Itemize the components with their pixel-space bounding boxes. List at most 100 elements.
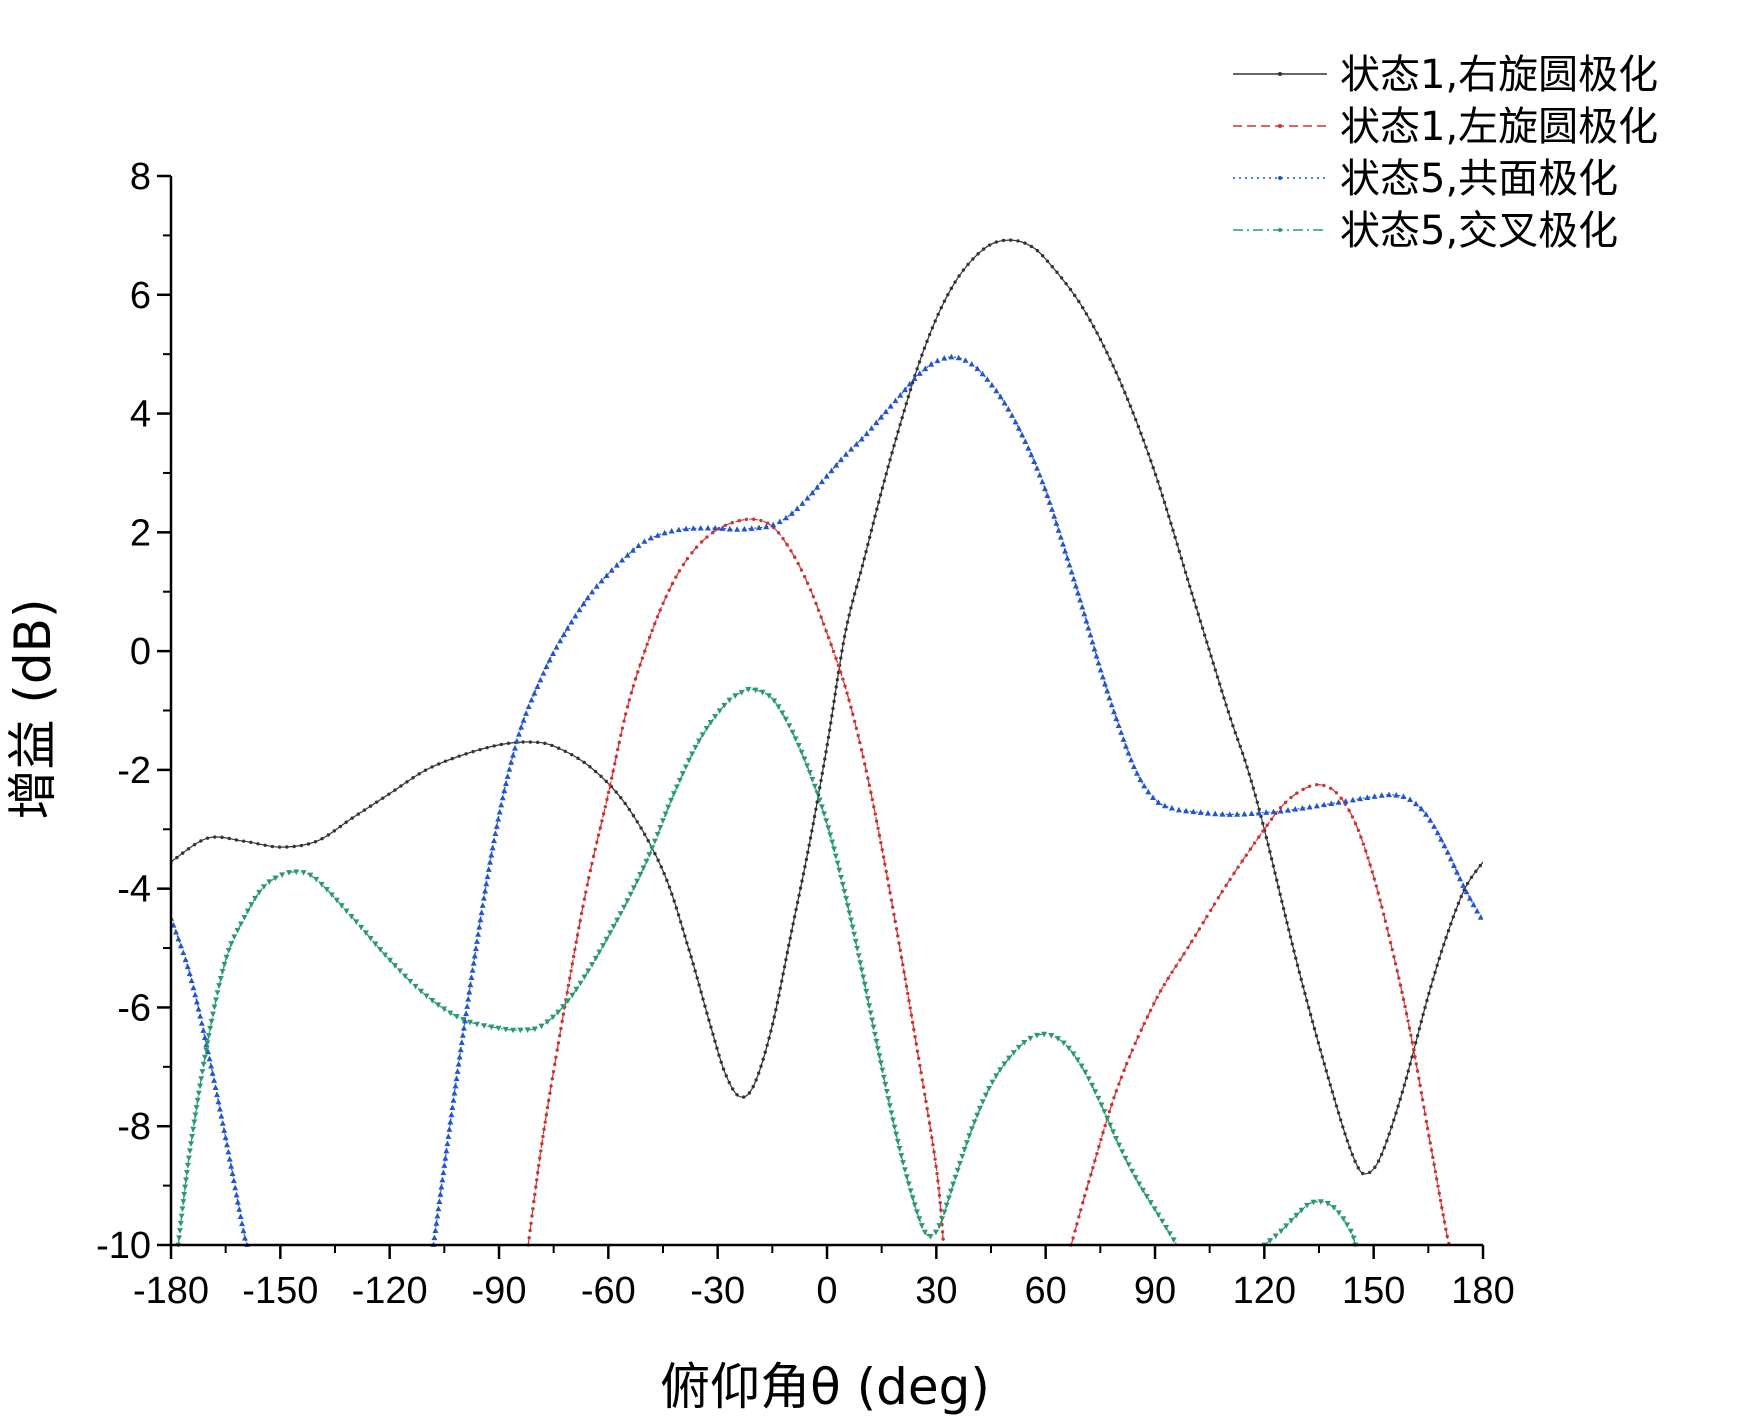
- series-marker: [873, 514, 877, 518]
- series-marker: [1441, 1213, 1445, 1217]
- series-marker: [849, 606, 853, 610]
- series-marker: [1085, 624, 1092, 631]
- series-marker: [531, 1207, 535, 1211]
- series-marker: [474, 938, 481, 944]
- series-marker: [889, 1117, 896, 1124]
- series-marker: [1113, 715, 1120, 722]
- series-marker: [1091, 645, 1098, 652]
- series-marker: [1143, 1193, 1150, 1200]
- series-marker: [1433, 970, 1437, 975]
- series-marker: [1255, 800, 1259, 804]
- series-marker: [971, 1119, 978, 1126]
- series-marker: [1446, 929, 1451, 933]
- series-marker: [1429, 984, 1433, 989]
- series-marker: [916, 1216, 923, 1222]
- series-marker: [1122, 1068, 1126, 1073]
- series-marker: [699, 990, 703, 994]
- series-marker: [450, 1097, 457, 1103]
- series-marker: [189, 1133, 196, 1140]
- series-marker: [578, 919, 582, 923]
- series-marker: [756, 1071, 761, 1075]
- series-marker: [573, 947, 577, 952]
- series-marker: [1368, 863, 1372, 867]
- series-marker: [1142, 1021, 1146, 1026]
- series-marker: [214, 990, 221, 996]
- series-marker: [1168, 804, 1175, 811]
- series-marker: [209, 1070, 216, 1076]
- series-marker: [213, 835, 217, 839]
- series-marker: [752, 517, 756, 521]
- series-marker: [697, 983, 701, 987]
- series-marker: [765, 1043, 769, 1047]
- series-marker: [1252, 841, 1257, 845]
- series-marker: [1385, 926, 1389, 931]
- series-marker: [1328, 800, 1335, 806]
- series-marker: [1379, 1152, 1384, 1157]
- series-marker: [1151, 1206, 1158, 1212]
- series-marker: [911, 375, 918, 381]
- series-marker: [450, 756, 454, 761]
- series-marker: [921, 1229, 928, 1236]
- series-marker: [492, 830, 499, 836]
- series-marker: [1392, 1118, 1396, 1122]
- series-marker: [188, 1141, 195, 1147]
- series-marker: [703, 1004, 707, 1008]
- series-marker: [234, 927, 241, 934]
- series-marker: [667, 588, 671, 592]
- legend-item: 状态5,共面极化: [1233, 156, 1618, 202]
- series-marker: [1144, 445, 1148, 449]
- series-marker: [691, 962, 695, 966]
- series-marker: [946, 293, 950, 297]
- series-marker: [921, 1085, 926, 1089]
- series-marker: [704, 524, 711, 531]
- series-marker: [719, 1060, 723, 1064]
- series-marker: [936, 1223, 943, 1229]
- series-marker: [1407, 796, 1414, 802]
- series-marker: [634, 878, 641, 885]
- series-marker: [1093, 652, 1100, 659]
- series-marker: [829, 839, 836, 846]
- series-marker: [1166, 1231, 1173, 1237]
- x-tick-label: 90: [1134, 1270, 1176, 1312]
- series-marker: [1228, 717, 1233, 721]
- series-marker: [1295, 791, 1299, 795]
- series-marker: [1328, 1083, 1333, 1087]
- series-marker: [854, 946, 861, 952]
- series-marker: [908, 1006, 912, 1010]
- series-marker: [1114, 1089, 1119, 1093]
- series-marker: [638, 663, 642, 667]
- series-marker: [1478, 863, 1482, 868]
- series-marker: [929, 1128, 933, 1133]
- series-marker: [1438, 836, 1445, 842]
- series-marker: [1136, 1035, 1140, 1039]
- series-marker: [940, 1230, 945, 1234]
- series-marker: [541, 1134, 545, 1139]
- series-marker: [203, 1041, 210, 1048]
- series-marker: [624, 552, 631, 558]
- series-marker: [1149, 459, 1153, 463]
- series-marker: [1177, 549, 1181, 554]
- series-marker: [183, 1177, 190, 1183]
- series-marker: [712, 714, 719, 720]
- series-marker: [1265, 823, 1269, 827]
- series-marker: [840, 649, 844, 653]
- series-marker: [1317, 1199, 1324, 1205]
- series-marker: [1145, 1015, 1150, 1019]
- series-marker: [879, 840, 883, 845]
- series-marker: [1456, 901, 1461, 905]
- series-marker: [794, 907, 798, 912]
- series-marker: [1064, 281, 1068, 286]
- series-marker: [603, 572, 610, 579]
- series-marker: [1395, 969, 1399, 973]
- series-marker: [185, 1155, 192, 1162]
- series-marker: [565, 990, 569, 995]
- series-marker: [1116, 1142, 1123, 1149]
- series-marker: [894, 1138, 901, 1145]
- series-marker: [926, 1114, 931, 1118]
- series-marker: [941, 354, 948, 361]
- x-tick-label: 120: [1233, 1270, 1296, 1312]
- series-marker: [1421, 1012, 1425, 1017]
- series-marker: [223, 954, 230, 961]
- series-marker: [640, 656, 645, 660]
- series-marker: [1397, 976, 1401, 980]
